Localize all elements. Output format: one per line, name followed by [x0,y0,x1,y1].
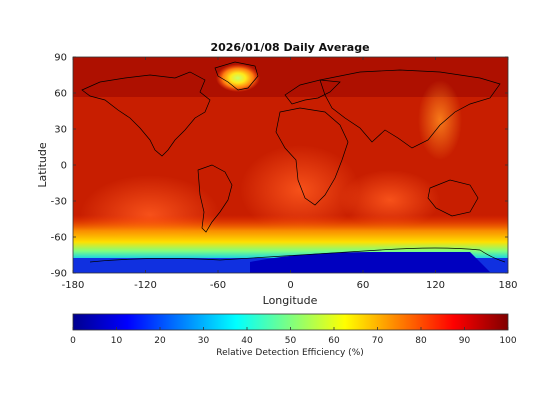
x-tick-label: 180 [498,280,517,291]
colorbar-ticks: 0 10 20 30 40 50 60 70 80 90 100 [70,327,517,346]
colorbar-tick-label: 60 [328,336,340,346]
colorbar-tick-label: 100 [499,336,516,346]
heatmap-antarctic-core [250,252,490,273]
coastline-asia [319,69,501,149]
coastline-africa [275,107,349,206]
colorbar-tick-label: 90 [459,336,471,346]
colorbar-tick-label: 50 [285,336,297,346]
colorbar-tick-label: 20 [154,336,166,346]
y-tick-label: -30 [51,197,67,208]
coastline-australia [427,179,479,217]
coastline-south-america [197,164,233,233]
colorbar-tick-label: 0 [70,336,76,346]
x-tick-label: 120 [426,280,445,291]
y-tick-label: 90 [54,53,67,64]
x-tick-label: -180 [62,280,85,291]
coastline-antarctica [89,247,506,263]
coastline-europe [284,79,341,105]
chart-title: 2026/01/08 Daily Average [210,41,369,54]
y-tick-label: 60 [54,89,67,100]
colorbar-tick-label: 30 [198,336,210,346]
colorbar-tick-label: 10 [111,336,123,346]
heatmap-field [73,57,508,273]
x-axis-label: Longitude [263,294,318,307]
heatmap-hotspot-atlantic [240,145,360,235]
coastlines [81,61,506,263]
coastline-greenland [214,61,259,91]
x-tick-label: 60 [357,280,370,291]
heatmap-greenland-anomaly [216,64,260,92]
coastline-north-america [81,71,211,157]
colorbar-tick-label: 40 [241,336,253,346]
colorbar-tick-label: 80 [415,336,427,346]
x-axis: -180 -120 -60 0 60 120 180 [62,57,518,291]
y-tick-label: 0 [61,161,67,172]
heatmap-hotspot-asia [418,80,462,160]
y-axis: -90 -60 -30 0 30 60 90 [51,53,508,280]
y-tick-label: 30 [54,125,67,136]
colorbar-label: Relative Detection Efficiency (%) [216,348,364,358]
x-tick-label: 0 [287,280,293,291]
y-axis-label: Latitude [36,142,49,188]
x-tick-label: -120 [134,280,157,291]
x-tick-label: -60 [210,280,226,291]
colorbar-tick-label: 70 [372,336,384,346]
y-tick-label: -90 [51,269,67,280]
y-tick-label: -60 [51,233,67,244]
